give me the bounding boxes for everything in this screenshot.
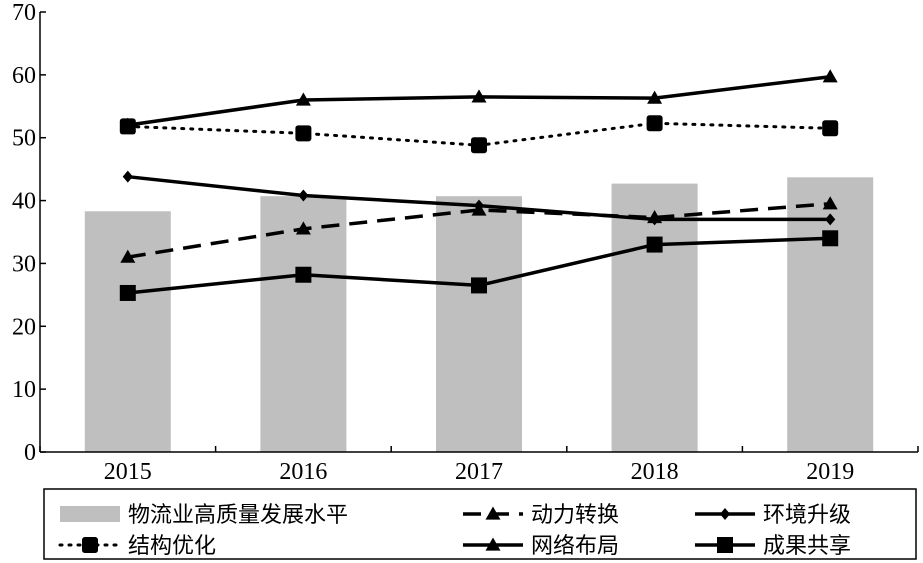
series-4-point-2017 <box>471 89 487 103</box>
series-3-point-2018 <box>646 115 663 132</box>
series-5-point-2015 <box>119 284 136 301</box>
legend-item-4: 结构优化 <box>58 534 216 559</box>
series-line-3 <box>119 115 839 154</box>
legend-label: 环境升级 <box>763 503 851 528</box>
legend-label: 网络布局 <box>531 534 619 559</box>
series-3-point-2017 <box>471 137 487 154</box>
y-tick-label-40: 40 <box>12 189 36 215</box>
series-1-point-2019 <box>822 196 838 210</box>
series-1-path <box>127 201 831 259</box>
legend-swatch-marker <box>717 537 733 553</box>
legend-box <box>43 488 917 560</box>
series-line-2 <box>122 170 836 226</box>
bar-2018 <box>611 183 698 452</box>
legend-label: 物流业高质量发展水平 <box>128 503 348 528</box>
x-tick-label-2019: 2019 <box>806 459 854 485</box>
x-tick-label-2017: 2017 <box>455 459 503 485</box>
series-5-point-2016 <box>295 266 312 283</box>
series-2-point-2017 <box>473 199 485 212</box>
series-2-point-2016 <box>298 189 309 202</box>
y-tick-label-50: 50 <box>12 126 36 152</box>
legend-item-3: 环境升级 <box>695 503 851 528</box>
series-5-point-2018 <box>646 236 663 253</box>
series-5-point-2019 <box>822 230 839 247</box>
plot-area <box>84 69 874 453</box>
series-3-point-2016 <box>295 125 312 142</box>
series-2-point-2019 <box>825 213 836 226</box>
series-1-point-2015 <box>120 249 136 263</box>
series-4-point-2015 <box>120 117 136 131</box>
legend-swatch-marker <box>485 537 501 551</box>
series-1-point-2016 <box>295 221 311 235</box>
x-tick-label-2018: 2018 <box>631 459 679 485</box>
series-5-point-2017 <box>471 277 487 294</box>
legend-swatch-marker <box>82 537 98 553</box>
legend-item-1: 物流业高质量发展水平 <box>60 503 348 528</box>
series-line-5 <box>119 230 839 301</box>
legend-item-2: 动力转换 <box>463 503 619 528</box>
bar-2017 <box>436 196 522 452</box>
legend-item-5: 网络布局 <box>463 534 619 559</box>
series-4-point-2018 <box>647 90 663 104</box>
series-4-point-2016 <box>295 92 311 106</box>
y-tick-label-0: 0 <box>24 440 36 466</box>
legend-swatch <box>60 506 120 522</box>
bar-2016 <box>260 196 347 452</box>
bar-2015 <box>84 211 171 452</box>
legend-swatch-marker <box>485 506 501 520</box>
legend-swatch-marker <box>719 508 731 520</box>
series-line-4 <box>120 69 838 131</box>
legend-label: 结构优化 <box>128 534 216 559</box>
series-2-point-2018 <box>649 213 660 226</box>
x-tick-label-2015: 2015 <box>104 459 152 485</box>
y-tick-label-70: 70 <box>12 0 36 26</box>
x-tick-label-2016: 2016 <box>279 459 327 485</box>
legend-item-6: 成果共享 <box>695 534 851 559</box>
y-tick-label-60: 60 <box>12 63 36 89</box>
legend-label: 成果共享 <box>763 534 851 559</box>
axes: 0 10 20 30 40 50 60 70 2015 2016 2017 2018 2019 <box>12 0 919 485</box>
series-4-point-2019 <box>822 69 838 83</box>
series-3-point-2019 <box>822 120 839 137</box>
y-tick-label-30: 30 <box>12 251 36 277</box>
legend-label: 动力转换 <box>531 503 619 528</box>
series-2-point-2015 <box>122 170 133 183</box>
y-tick-label-10: 10 <box>12 377 36 403</box>
y-tick-label-20: 20 <box>12 314 36 340</box>
